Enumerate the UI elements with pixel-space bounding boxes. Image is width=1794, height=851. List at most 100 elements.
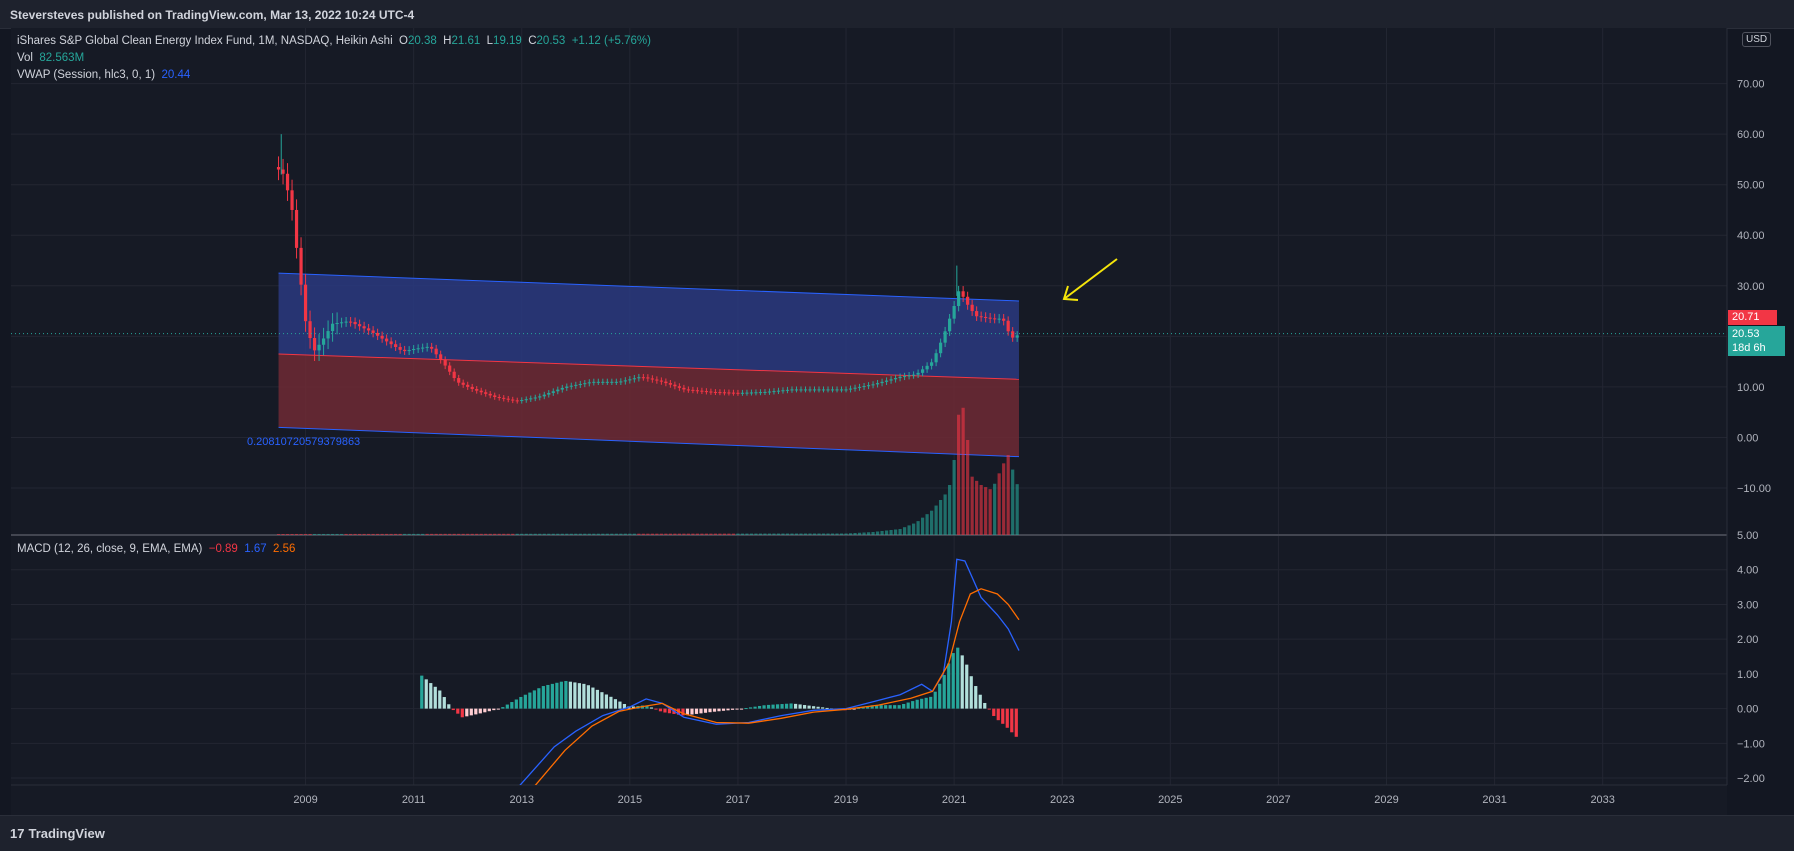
candle-body	[718, 392, 722, 394]
candle-body	[394, 344, 398, 348]
volume-bar	[902, 527, 907, 535]
volume-bar	[592, 533, 596, 535]
low-value: 19.19	[493, 35, 522, 47]
macd-histogram-bar	[956, 647, 960, 709]
volume-bar	[371, 533, 375, 535]
macd-histogram-bar	[586, 685, 591, 709]
candle-body	[839, 389, 844, 391]
volume-bar	[321, 533, 326, 535]
macd-histogram-bar	[721, 708, 726, 711]
volume-bar	[898, 529, 902, 535]
signal-line	[534, 588, 1020, 785]
volume-bar	[844, 533, 848, 535]
volume-bar	[997, 473, 1001, 535]
annotation-arrow-shaft	[1063, 258, 1118, 300]
macd-histogram-bar	[451, 708, 455, 711]
symbol-name: iShares S&P Global Clean Energy Index Fu…	[17, 35, 393, 47]
candle-body	[538, 396, 542, 398]
macd-histogram-bar	[492, 708, 496, 711]
candle-body	[745, 392, 749, 394]
volume-bar	[668, 533, 672, 535]
candle-body	[425, 346, 429, 348]
volume-bar	[632, 533, 636, 535]
candle-body	[920, 369, 925, 373]
candle-body	[452, 371, 456, 379]
candle-body	[511, 399, 515, 401]
volume-bar	[475, 533, 479, 535]
macd-histogram-bar	[528, 692, 532, 709]
macd-histogram-bar	[573, 682, 577, 709]
volume-bar	[641, 533, 645, 535]
macd-histogram-bar	[825, 707, 829, 709]
volume-bar	[925, 514, 929, 535]
chart-svg[interactable]: 70.0060.0050.0040.0030.0020.0010.000.00−…	[0, 0, 1794, 815]
price-tick-label: 60.00	[1737, 129, 1765, 141]
macd-histogram-bar	[447, 704, 451, 709]
candle-body	[569, 385, 573, 387]
candle-body	[704, 391, 709, 393]
volume-bar	[794, 533, 799, 535]
candle-body	[565, 386, 569, 388]
volume-bar	[975, 480, 979, 535]
volume-bar	[961, 407, 965, 535]
volume-bar	[957, 414, 961, 535]
volume-bar	[1011, 469, 1015, 535]
candle-body	[1006, 320, 1010, 332]
candle-body	[655, 379, 659, 381]
volume-bar	[551, 533, 555, 535]
currency-button[interactable]: USD	[1742, 32, 1772, 47]
volume-bar	[596, 533, 600, 535]
candle-body	[916, 372, 920, 375]
volume-bar	[407, 533, 411, 535]
candle-body	[866, 385, 871, 387]
macd-histogram-bar	[658, 708, 663, 712]
macd-histogram-bar	[735, 708, 739, 710]
close-value: 20.53	[536, 35, 566, 47]
macd-histogram-bar	[474, 708, 478, 715]
macd-histogram-bar	[762, 705, 766, 709]
macd-histogram-bar	[654, 708, 658, 710]
candle-body	[312, 338, 317, 351]
price-tick-label: 10.00	[1737, 382, 1765, 394]
candle-body	[497, 397, 501, 399]
price-tick-label: 30.00	[1737, 281, 1765, 293]
candle-body	[421, 347, 425, 349]
volume-bar	[691, 533, 695, 535]
macd-histogram-bar	[793, 703, 798, 709]
tradingview-logo-icon: 17	[10, 826, 25, 841]
macd-histogram-bar	[866, 706, 870, 709]
macd-histogram-bar	[568, 681, 572, 709]
candle-body	[398, 347, 402, 350]
macd-histogram-bar	[938, 683, 942, 709]
volume-bar	[439, 533, 443, 535]
volume-bar	[285, 533, 290, 535]
candle-body	[574, 384, 578, 386]
macd-histogram-bar	[600, 692, 604, 709]
candle-body	[637, 377, 641, 379]
candle-body	[826, 389, 830, 391]
volume-bar	[930, 510, 934, 535]
volume-bar	[1006, 455, 1010, 535]
candle-body	[993, 318, 997, 320]
macd-histogram-bar	[1005, 708, 1009, 728]
macd-histogram-bar	[541, 686, 545, 709]
macd-histogram-bar	[582, 683, 586, 709]
volume-bar	[362, 533, 366, 535]
candle-body	[803, 389, 808, 391]
volume-bar	[619, 533, 623, 535]
volume-bar	[713, 533, 718, 535]
macd-histogram-bar	[442, 697, 446, 709]
volume-bar	[673, 533, 677, 535]
candle-body	[848, 388, 853, 390]
candle-body	[371, 330, 375, 333]
tradingview-brand[interactable]: 17 TradingView	[10, 826, 105, 841]
candle-body	[488, 393, 492, 396]
macd-histogram-bar	[992, 708, 996, 716]
volume-bar	[529, 533, 533, 535]
candle-body	[794, 389, 799, 391]
volume-bar	[524, 533, 528, 535]
volume-bar	[601, 533, 605, 535]
candle-body	[578, 384, 582, 386]
candle-body	[677, 386, 681, 388]
volume-bar	[646, 533, 650, 535]
